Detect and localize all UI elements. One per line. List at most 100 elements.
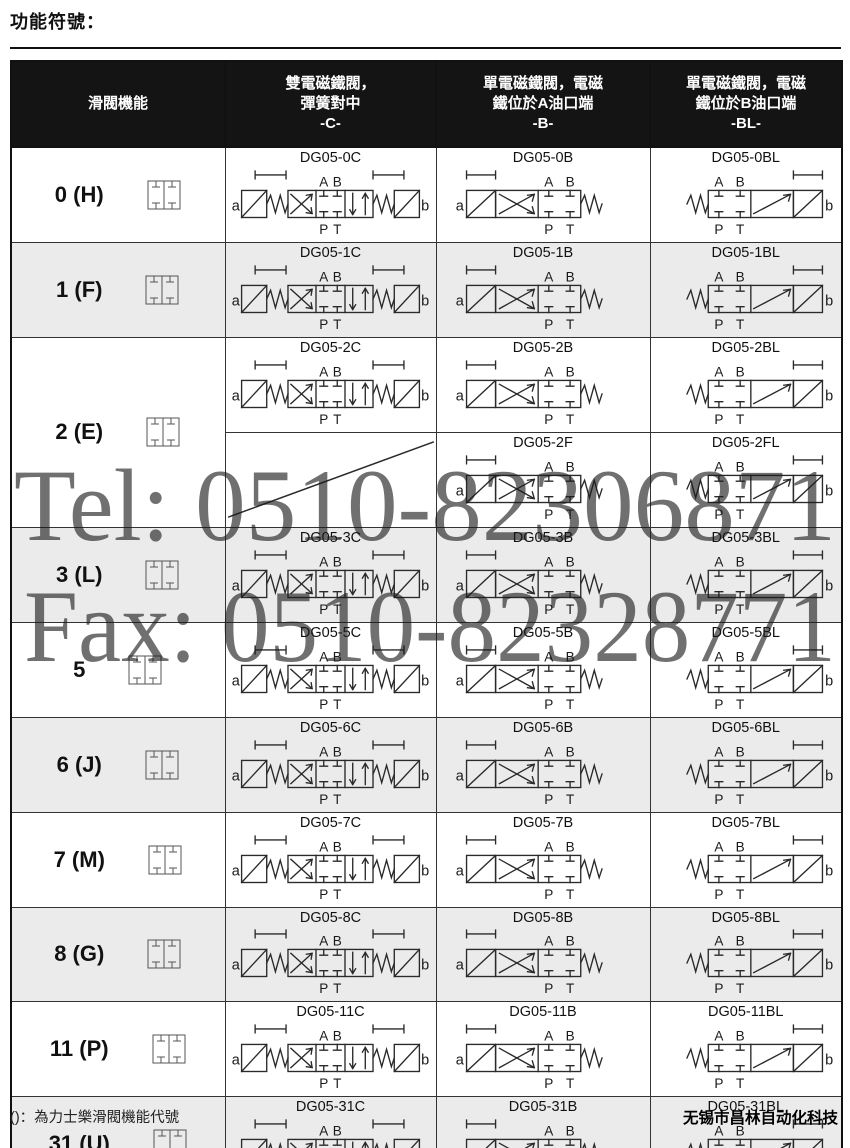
spool-function-content: 2 (E) bbox=[12, 416, 225, 448]
svg-text:A: A bbox=[319, 554, 328, 569]
model-number: DG05-31BL bbox=[707, 1099, 785, 1116]
svg-text:P: P bbox=[544, 981, 553, 996]
title-divider bbox=[10, 47, 841, 49]
svg-text:P: P bbox=[544, 317, 553, 332]
spool-thumbnail-icon bbox=[148, 845, 182, 875]
svg-text:b: b bbox=[825, 389, 833, 405]
svg-text:T: T bbox=[333, 222, 341, 237]
svg-text:b: b bbox=[825, 673, 833, 689]
svg-text:A: A bbox=[544, 649, 553, 664]
svg-text:A: A bbox=[319, 934, 328, 949]
header-line: 鐵位於A油口端 bbox=[492, 94, 594, 112]
model-number: DG05-6B bbox=[512, 719, 574, 736]
svg-text:P: P bbox=[544, 886, 553, 901]
svg-text:T: T bbox=[333, 886, 341, 901]
svg-text:P: P bbox=[714, 792, 723, 807]
spool-function-cell: 7 (M) bbox=[10, 811, 226, 908]
svg-text:P: P bbox=[714, 981, 723, 996]
svg-text:b: b bbox=[421, 673, 429, 689]
header-line: 單電磁鐵閥，電磁 bbox=[685, 74, 806, 92]
svg-text:P: P bbox=[319, 1076, 328, 1091]
spool-function-label: 11 (P) bbox=[49, 1036, 109, 1062]
svg-text:T: T bbox=[566, 602, 574, 617]
model-number: DG05-7C bbox=[299, 814, 362, 831]
spool-function-label: 31 (U) bbox=[48, 1131, 110, 1148]
svg-text:B: B bbox=[566, 269, 575, 284]
column-header-3: 單電磁鐵閥，電磁 鐵位於B油口端 -BL- bbox=[649, 60, 843, 148]
model-number: DG05-2C bbox=[299, 339, 362, 356]
svg-text:T: T bbox=[333, 697, 341, 712]
spool-thumbnail-icon bbox=[153, 1129, 187, 1148]
svg-text:a: a bbox=[232, 863, 241, 879]
svg-text:b: b bbox=[421, 863, 429, 879]
svg-text:B: B bbox=[333, 269, 342, 284]
svg-text:a: a bbox=[456, 673, 465, 689]
svg-text:B: B bbox=[333, 934, 342, 949]
spool-function-label: 2 (E) bbox=[55, 419, 104, 445]
spool-function-cell: 6 (J) bbox=[10, 716, 226, 813]
model-number: DG05-3BL bbox=[711, 529, 780, 546]
svg-text:B: B bbox=[333, 554, 342, 569]
svg-text:b: b bbox=[825, 294, 833, 310]
svg-text:P: P bbox=[714, 412, 723, 427]
svg-text:B: B bbox=[735, 174, 744, 189]
spool-function-label: 5 bbox=[73, 656, 86, 682]
no-variant-cell bbox=[224, 431, 437, 528]
header-code: -B- bbox=[532, 115, 554, 133]
spool-function-cell: 8 (G) bbox=[10, 906, 226, 1003]
spool-function-content: 0 (H) bbox=[12, 179, 225, 211]
svg-text:A: A bbox=[714, 554, 723, 569]
svg-text:b: b bbox=[825, 958, 833, 974]
svg-text:B: B bbox=[333, 649, 342, 664]
model-number: DG05-2F bbox=[513, 434, 573, 451]
svg-text:T: T bbox=[333, 1076, 341, 1091]
model-number: DG05-0C bbox=[299, 150, 362, 166]
svg-text:a: a bbox=[456, 483, 465, 499]
header-line: 雙電磁鐵閥， bbox=[285, 74, 376, 92]
valve-cell-content: DG05-31B AB PT a bbox=[437, 1097, 650, 1148]
svg-text:P: P bbox=[544, 602, 553, 617]
svg-text:B: B bbox=[735, 839, 744, 854]
svg-text:a: a bbox=[232, 673, 241, 689]
svg-text:A: A bbox=[319, 839, 328, 854]
svg-text:P: P bbox=[714, 602, 723, 617]
svg-text:P: P bbox=[319, 317, 328, 332]
svg-text:T: T bbox=[566, 981, 574, 996]
model-number: DG05-5B bbox=[512, 624, 574, 641]
spool-thumbnail-icon bbox=[147, 180, 181, 210]
svg-text:P: P bbox=[544, 792, 553, 807]
column-header-2: 單電磁鐵閥，電磁 鐵位於A油口端 -B- bbox=[435, 60, 651, 148]
svg-text:b: b bbox=[825, 199, 833, 215]
model-number: DG05-6BL bbox=[711, 719, 780, 736]
valve-diagram-double-solenoid: AB PT ab bbox=[240, 1119, 421, 1148]
valve-diagram-solenoid-a-end: AB PT a bbox=[465, 1119, 596, 1148]
svg-text:B: B bbox=[333, 744, 342, 759]
